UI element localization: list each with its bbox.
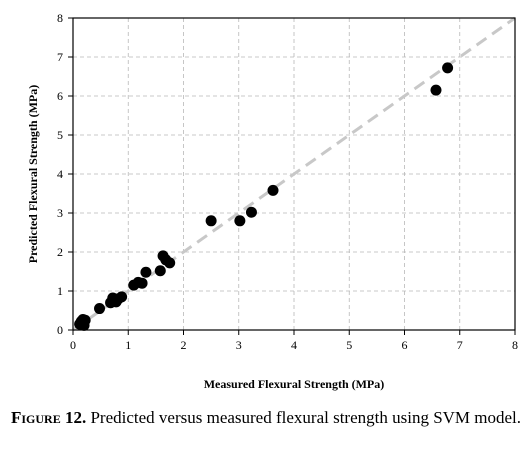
data-point xyxy=(430,84,442,96)
data-point xyxy=(94,303,106,315)
data-point xyxy=(267,184,279,196)
data-point xyxy=(234,215,246,227)
data-point xyxy=(140,266,152,278)
data-point xyxy=(164,257,176,269)
data-point xyxy=(442,62,454,74)
x-tick-label: 7 xyxy=(457,338,463,352)
data-point xyxy=(79,314,91,326)
y-tick-label: 6 xyxy=(57,89,63,103)
x-tick-label: 3 xyxy=(236,338,242,352)
y-tick-label: 8 xyxy=(57,11,63,25)
reference-line-y-equals-x xyxy=(72,16,516,332)
axis-ticks: 0 1 2 3 4 5 6 7 8 0 1 2 3 4 5 6 7 8 xyxy=(57,11,518,352)
figure-caption: Figure 12. Predicted versus measured fle… xyxy=(8,407,524,429)
x-axis-label: Measured Flexural Strength (MPa) xyxy=(204,377,385,391)
data-point xyxy=(154,265,166,277)
data-points xyxy=(74,62,454,331)
y-tick-label: 5 xyxy=(57,128,63,142)
y-axis-label: Predicted Flexural Strength (MPa) xyxy=(26,85,40,264)
caption-text: Predicted versus measured flexural stren… xyxy=(90,408,522,427)
data-point xyxy=(245,206,257,218)
x-tick-label: 6 xyxy=(402,338,408,352)
x-tick-label: 0 xyxy=(70,338,76,352)
scatter-chart: 0 1 2 3 4 5 6 7 8 0 1 2 3 4 5 6 7 8 Measured Flexural Str… xyxy=(26,11,518,391)
grid xyxy=(73,18,515,330)
x-tick-label: 4 xyxy=(291,338,297,352)
y-tick-label: 7 xyxy=(57,50,63,64)
x-tick-label: 8 xyxy=(512,338,518,352)
x-tick-label: 1 xyxy=(125,338,131,352)
y-tick-label: 4 xyxy=(57,167,63,181)
x-tick-label: 2 xyxy=(181,338,187,352)
y-tick-label: 0 xyxy=(57,323,63,337)
caption-label: Figure 12. xyxy=(10,408,87,427)
x-tick-label: 5 xyxy=(346,338,352,352)
y-tick-label: 1 xyxy=(57,284,63,298)
data-point xyxy=(136,277,148,289)
y-tick-label: 3 xyxy=(57,206,63,220)
data-point xyxy=(205,215,217,227)
data-point xyxy=(116,291,128,303)
y-tick-label: 2 xyxy=(57,245,63,259)
